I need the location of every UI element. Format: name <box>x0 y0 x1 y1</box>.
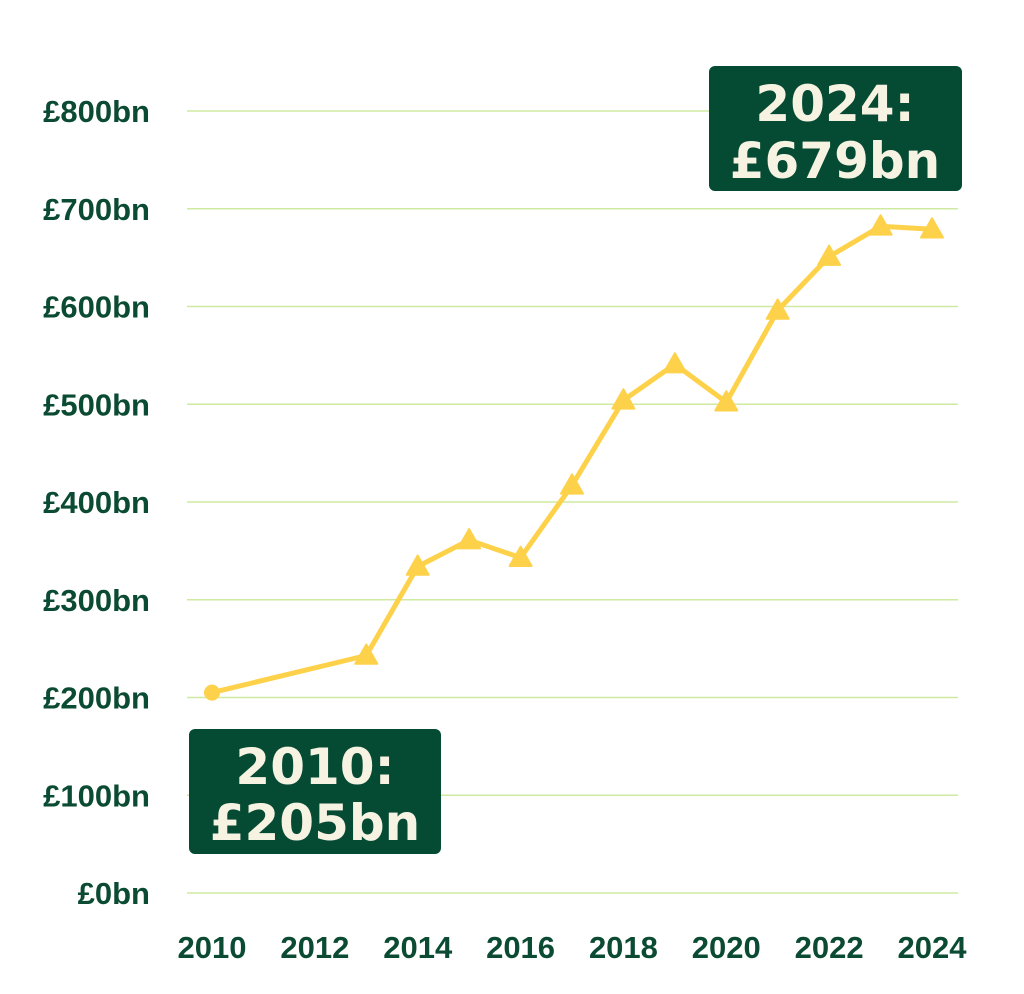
y-tick-label: £800bn <box>43 94 150 129</box>
y-tick-label: £100bn <box>43 778 150 813</box>
data-point-triangle <box>868 214 893 236</box>
y-axis-tick-labels: £0bn £100bn £200bn £300bn £400bn £500bn £600bn… <box>43 94 150 911</box>
y-tick-label: £700bn <box>43 192 150 227</box>
x-tick-label: 2018 <box>589 930 658 965</box>
data-point-triangle <box>611 388 636 410</box>
x-axis-tick-labels: 2010 2012 2014 2016 2018 2020 2022 2024 <box>178 930 968 965</box>
x-tick-label: 2016 <box>486 930 555 965</box>
data-point-triangle <box>765 298 790 320</box>
x-tick-label: 2022 <box>795 930 864 965</box>
y-tick-label: £600bn <box>43 290 150 325</box>
callout-2024-line1: 2024: <box>755 75 914 133</box>
callout-2010-line2: £205bn <box>210 794 421 852</box>
x-tick-label: 2014 <box>383 930 453 965</box>
data-point-triangle <box>817 244 842 266</box>
y-tick-label: £200bn <box>43 681 150 716</box>
y-tick-label: £500bn <box>43 387 150 422</box>
y-tick-label: £0bn <box>78 876 150 911</box>
data-point-triangle <box>560 473 584 495</box>
callout-2010: 2010: £205bn <box>189 729 441 854</box>
series-line <box>209 223 935 696</box>
data-point-triangle <box>405 554 430 576</box>
data-point-triangle <box>920 217 944 239</box>
data-point-triangle <box>508 545 533 567</box>
x-tick-label: 2012 <box>280 930 349 965</box>
callout-2010-box <box>189 729 441 854</box>
data-point-triangle <box>457 528 482 550</box>
callout-2010-line1: 2010: <box>235 738 394 796</box>
data-point-triangle <box>662 352 687 374</box>
callout-2024: 2024: £679bn <box>709 66 962 191</box>
callout-2024-line2: £679bn <box>730 132 941 190</box>
y-tick-label: £400bn <box>43 485 150 520</box>
data-point-triangle <box>354 643 379 665</box>
y-tick-label: £300bn <box>43 583 150 618</box>
callout-2024-box <box>709 66 962 191</box>
data-point-triangle <box>714 390 739 412</box>
data-point-circle <box>204 684 220 701</box>
x-tick-label: 2020 <box>692 930 761 965</box>
x-tick-label: 2024 <box>898 930 968 965</box>
x-tick-label: 2010 <box>178 930 247 965</box>
series-path <box>209 223 935 696</box>
series-markers <box>204 214 944 701</box>
